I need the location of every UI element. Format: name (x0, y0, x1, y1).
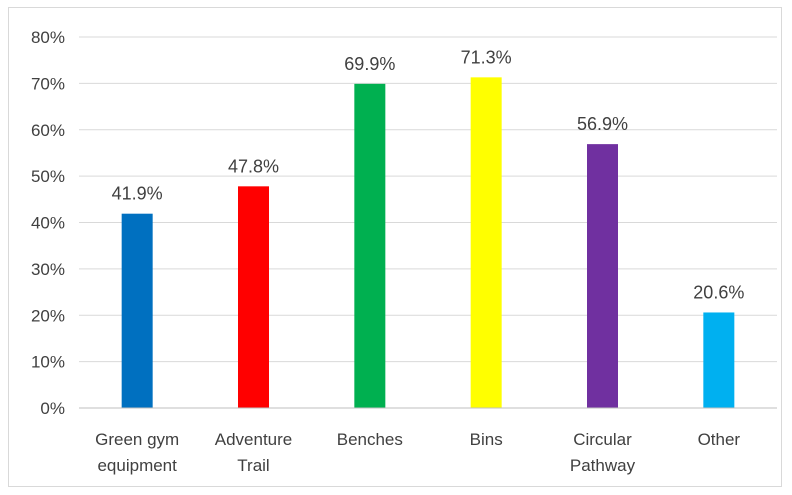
category-label-line: equipment (97, 456, 177, 475)
data-label: 47.8% (228, 156, 279, 176)
bar (121, 213, 153, 408)
category-label: Bins (470, 430, 503, 449)
data-label: 56.9% (577, 114, 628, 134)
y-tick-label: 80% (31, 28, 65, 47)
category-label: Adventure Trail (215, 430, 293, 475)
y-tick-label: 20% (31, 306, 65, 325)
bar (703, 312, 735, 408)
y-axis-tick-labels: 0% 10% 20% 30% 40% 50% 60% 70% 80% (31, 28, 65, 418)
category-label-line: Other (698, 430, 741, 449)
category-label-line: Trail (237, 456, 269, 475)
category-label-line: Circular (573, 430, 632, 449)
bar (470, 77, 502, 408)
y-tick-label: 60% (31, 121, 65, 140)
category-label: Other (698, 430, 741, 449)
y-tick-label: 70% (31, 74, 65, 93)
category-label-line: Adventure (215, 430, 293, 449)
data-label: 20.6% (693, 282, 744, 302)
bar (587, 144, 618, 408)
category-label-line: Benches (337, 430, 403, 449)
data-label: 41.9% (112, 184, 163, 204)
y-tick-label: 0% (40, 399, 65, 418)
category-label-line: Pathway (570, 456, 636, 475)
category-label: Green gym equipment (95, 430, 179, 475)
y-tick-label: 30% (31, 260, 65, 279)
bars (121, 77, 735, 409)
category-label: Circular Pathway (570, 430, 636, 475)
bar (354, 83, 386, 409)
y-tick-label: 50% (31, 167, 65, 186)
data-label: 69.9% (344, 54, 395, 74)
y-tick-label: 10% (31, 353, 65, 372)
category-label-line: Green gym (95, 430, 179, 449)
category-label-line: Bins (470, 430, 503, 449)
data-label: 71.3% (461, 47, 512, 67)
category-label: Benches (337, 430, 403, 449)
chart-area: 0% 10% 20% 30% 40% 50% 60% 70% 80% 41.9% 47.8% 69.… (8, 7, 782, 487)
gridlines (79, 36, 777, 363)
y-tick-label: 40% (31, 214, 65, 233)
category-labels: Green gym equipment Adventure Trail Benches B… (95, 430, 740, 475)
data-labels: 41.9% 47.8% 69.9% 71.3% 56.9% 20.6% (112, 47, 745, 302)
bar (238, 186, 269, 408)
bar-chart: 0% 10% 20% 30% 40% 50% 60% 70% 80% 41.9% 47.8% 69.… (31, 28, 777, 475)
